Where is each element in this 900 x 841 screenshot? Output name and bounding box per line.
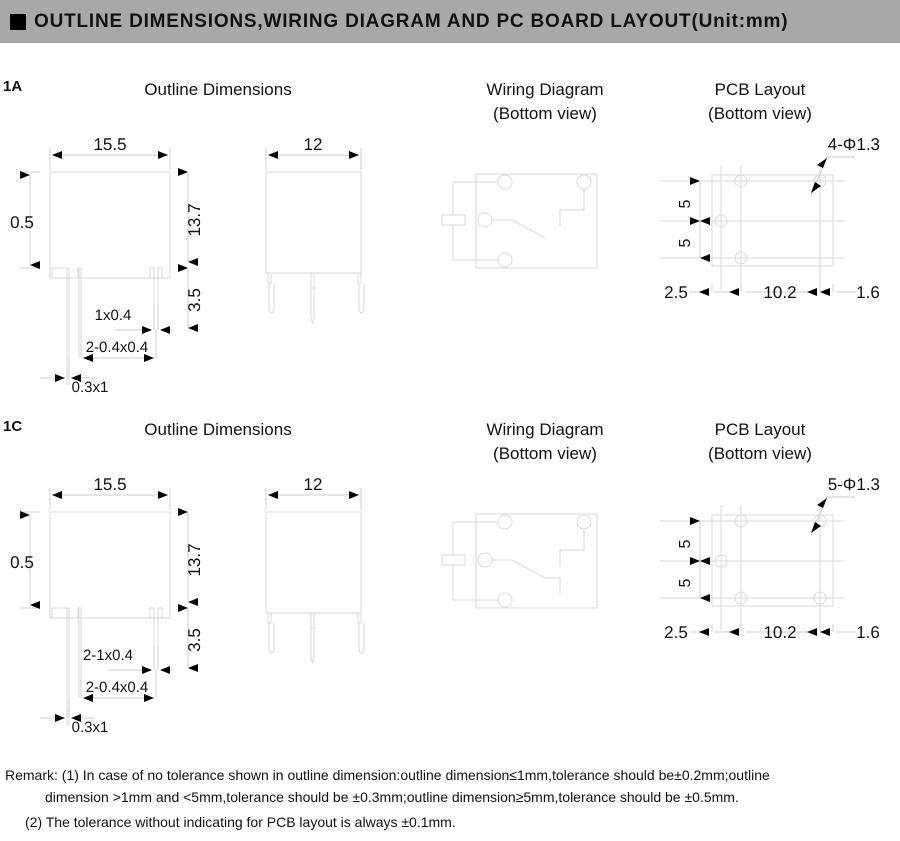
svg-text:2-1x0.4: 2-1x0.4 (83, 647, 133, 664)
svg-text:13.7: 13.7 (185, 543, 204, 576)
svg-text:13.7: 13.7 (185, 203, 204, 236)
svg-text:0.3x1: 0.3x1 (72, 379, 109, 396)
svg-text:15.5: 15.5 (93, 135, 126, 154)
svg-text:2-0.4x0.4: 2-0.4x0.4 (86, 339, 149, 356)
svg-text:5-Φ1.3: 5-Φ1.3 (828, 475, 880, 494)
svg-text:0.5: 0.5 (10, 213, 34, 232)
svg-text:3.5: 3.5 (185, 288, 204, 312)
svg-text:5: 5 (677, 578, 694, 587)
svg-text:12: 12 (304, 135, 323, 154)
svg-text:0.5: 0.5 (10, 553, 34, 572)
svg-text:1x0.4: 1x0.4 (95, 307, 132, 324)
svg-text:0.3x1: 0.3x1 (72, 719, 109, 736)
svg-text:4-Φ1.3: 4-Φ1.3 (828, 135, 880, 154)
svg-text:2-0.4x0.4: 2-0.4x0.4 (86, 679, 149, 696)
svg-text:10.2: 10.2 (763, 623, 796, 642)
svg-text:3.5: 3.5 (185, 628, 204, 652)
svg-text:2.5: 2.5 (664, 283, 688, 302)
svg-text:2.5: 2.5 (664, 623, 688, 642)
svg-text:5: 5 (677, 539, 694, 548)
svg-text:5: 5 (677, 199, 694, 208)
svg-text:5: 5 (677, 238, 694, 247)
svg-text:15.5: 15.5 (93, 475, 126, 494)
svg-text:1.6: 1.6 (856, 283, 880, 302)
svg-text:1.6: 1.6 (856, 623, 880, 642)
svg-text:10.2: 10.2 (763, 283, 796, 302)
svg-text:12: 12 (304, 475, 323, 494)
